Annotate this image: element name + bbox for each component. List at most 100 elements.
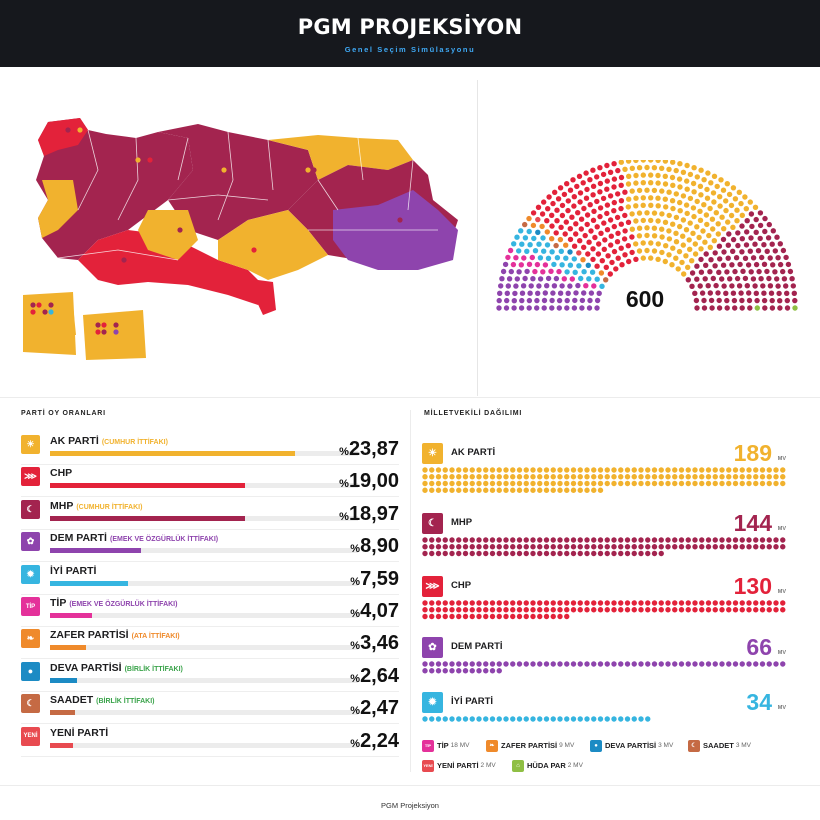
seat-dot (550, 607, 556, 613)
parliament-seat (535, 204, 542, 210)
seat-dot (449, 480, 455, 487)
parliament-seat (587, 297, 593, 304)
parliament-seat (601, 220, 607, 226)
parliament-seat (662, 173, 668, 179)
seat-dot (651, 467, 658, 473)
parliament-seat (762, 305, 768, 311)
vote-percent: %8,90 (350, 535, 399, 558)
seat-dot (604, 544, 610, 550)
parliament-seat (767, 255, 773, 261)
seat-dot (456, 613, 462, 620)
parliament-seat (544, 218, 550, 224)
seat-dot (678, 607, 685, 613)
seat-dot (543, 716, 550, 722)
parliament-seat (777, 298, 783, 304)
seat-dot (523, 607, 529, 613)
parliament-seat (516, 269, 522, 275)
seat-dot (658, 661, 664, 667)
seat-dot (422, 550, 428, 557)
seat-dot (624, 661, 631, 667)
parliament-seat (603, 264, 609, 270)
seat-dot (726, 480, 732, 487)
parliament-seat (564, 297, 570, 304)
parliament-seat (587, 177, 593, 183)
parliament-seat (550, 290, 556, 296)
parliament-seat (698, 256, 704, 263)
parliament-seat (555, 196, 562, 202)
alliance-label: (EMEK VE ÖZGÜRLÜK İTTİFAKI) (69, 601, 178, 608)
parliament-seat (640, 202, 646, 208)
seat-dot (442, 487, 448, 493)
seat-dot (699, 474, 705, 480)
seat-dot (766, 474, 772, 480)
seat-dot (530, 474, 536, 480)
percent-symbol: % (339, 510, 349, 523)
parliament-seat (579, 297, 586, 304)
parliament-seat (546, 194, 552, 200)
party-name: MHP (CUMHUR İTTİFAKI) (50, 500, 142, 512)
row-divider (21, 528, 399, 530)
seat-dot (638, 480, 644, 487)
seat-dot (591, 487, 597, 493)
seat-dot (584, 467, 590, 473)
seat-dot (753, 600, 759, 606)
seat-dot (496, 668, 502, 674)
percent-value: 4,07 (360, 600, 399, 622)
seat-dot (476, 480, 482, 487)
seat-dot (550, 544, 556, 550)
seat-dot (462, 613, 469, 620)
seat-dot (462, 607, 469, 613)
row-divider (21, 755, 399, 757)
parliament-seat (679, 259, 685, 266)
seat-dot (476, 716, 482, 722)
parliament-seat (583, 195, 590, 201)
seat-dot (753, 537, 759, 543)
seat-dot (597, 474, 604, 480)
seat-dot (699, 480, 705, 487)
parliament-seat (754, 305, 760, 311)
parliament-seat (712, 250, 718, 256)
seat-dot (678, 480, 685, 487)
parliament-seat (614, 214, 621, 221)
parliament-seat (655, 256, 661, 262)
seat-dot (577, 716, 583, 722)
map-region-central (158, 124, 318, 240)
vote-row: ✹ İYİ PARTİ %7,59 (21, 564, 399, 596)
parliament-seat (655, 160, 661, 164)
parliament-seat (694, 224, 700, 230)
parliament-seat (733, 255, 740, 261)
parliament-seat (719, 276, 725, 282)
parliament-seat (697, 208, 703, 214)
percent-symbol: % (350, 575, 361, 588)
party-name: AK PARTİ (451, 447, 496, 458)
seat-dot (759, 544, 766, 550)
parliament-seat (633, 160, 639, 164)
seat-dot (429, 467, 435, 473)
parliament-seat (659, 234, 665, 240)
seat-dot (503, 600, 509, 606)
parliament-seat (707, 290, 713, 296)
seat-dot (462, 467, 469, 473)
parliament-seat (636, 187, 643, 194)
parliament-seat (513, 283, 519, 289)
parliament-seat (739, 223, 745, 229)
seat-dot (780, 480, 786, 487)
parliament-seat (673, 167, 679, 174)
parliament-seat (626, 173, 632, 179)
seat-dot (658, 467, 664, 473)
parliament-seat (562, 231, 568, 237)
seat-dot (645, 716, 651, 722)
seat-dot (516, 474, 523, 480)
parliament-seat (689, 258, 695, 264)
seats-section-title: MİLLETVEKİLİ DAĞILIMI (424, 410, 523, 417)
seat-dot (435, 668, 442, 674)
parliament-seat (769, 297, 775, 304)
parliament-seat (599, 283, 605, 289)
parliament-seat (707, 269, 713, 275)
parliament-seat (740, 268, 746, 274)
parliament-seat (506, 276, 513, 282)
seat-dot (584, 600, 590, 606)
seat-dot (759, 537, 766, 543)
parliament-seat (743, 242, 750, 248)
seat-dot (591, 607, 597, 613)
